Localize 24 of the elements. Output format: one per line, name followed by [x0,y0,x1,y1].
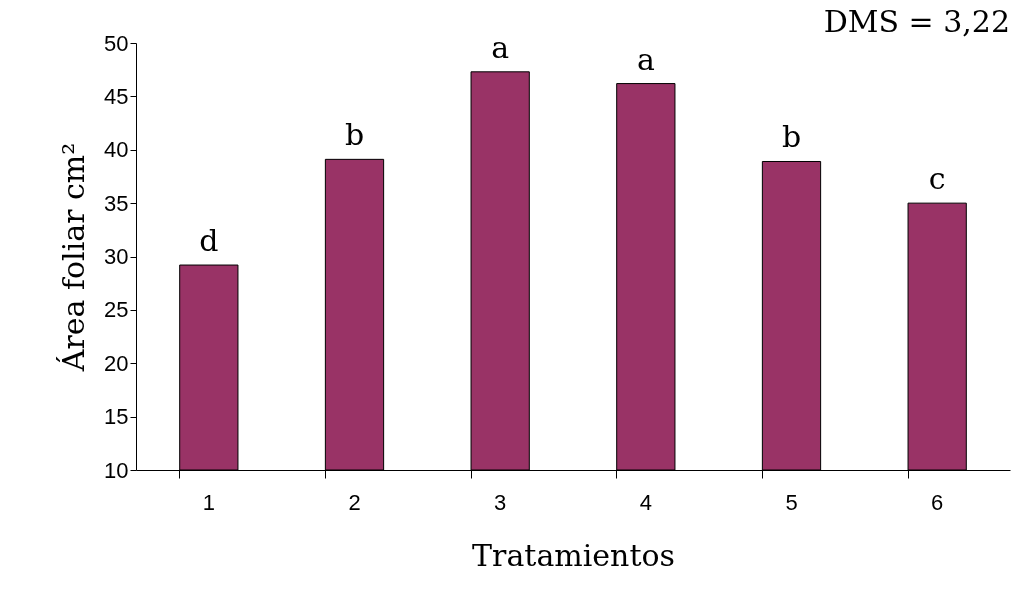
y-tick-label: 10 [104,457,129,483]
x-tick-label: 2 [348,489,361,515]
x-tick-label: 6 [931,489,944,515]
annotation: b [781,119,802,155]
y-tick-label: 30 [104,244,129,269]
x-axis-title: Tratamientos [472,537,675,573]
annotation: a [491,29,510,65]
x-tick-label: 1 [202,489,215,515]
y-axis-title: Área foliar cm² [56,142,92,373]
y-tick-label: 15 [104,404,129,430]
y-tick-label: 25 [104,297,129,323]
annotation: b [344,117,365,153]
y-tick-label: 20 [104,350,129,376]
x-tick-label: 5 [785,489,798,515]
text: DMS = 3,22 [823,4,1010,39]
annotation: c [928,161,946,197]
annotation: a [636,41,655,77]
annotation: d [199,223,219,259]
y-tick-label: 50 [104,30,129,56]
y-tick-label: 45 [104,83,129,109]
x-tick-label: 4 [639,489,652,515]
x-tick-label: 3 [494,489,507,515]
y-tick-label: 40 [104,137,129,163]
y-tick-label: 35 [104,190,129,216]
